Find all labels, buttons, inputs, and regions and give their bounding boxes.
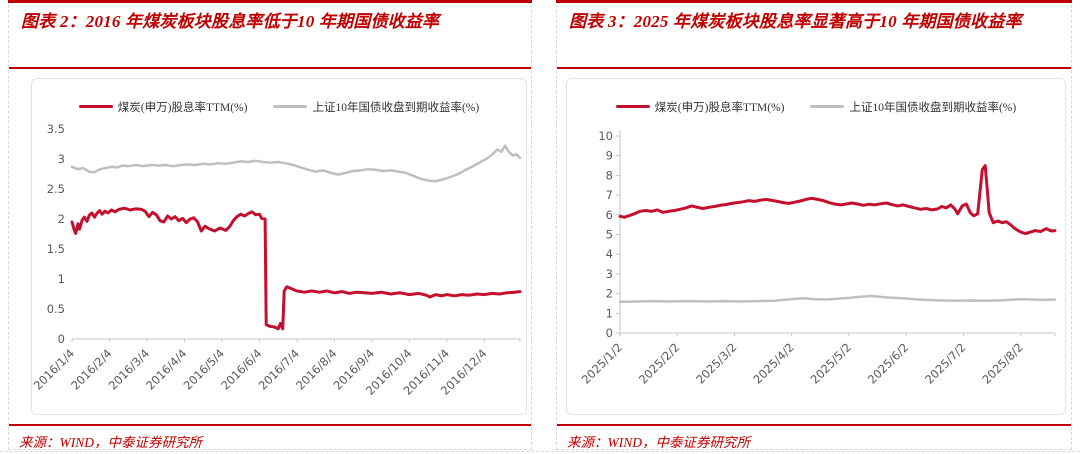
legend-label: 煤炭(申万)股息率TTM(%) (654, 101, 785, 114)
svg-text:7: 7 (606, 188, 613, 202)
figure-3-chart-card: 煤炭(申万)股息率TTM(%) 上证10年国债收盘到期收益率(%) 0 1 2 3 4 5… (566, 78, 1066, 415)
svg-text:1: 1 (606, 306, 613, 320)
svg-text:2025/1/2: 2025/1/2 (579, 340, 625, 386)
svg-text:0.5: 0.5 (47, 302, 65, 316)
red-line-swatch-icon (615, 105, 650, 108)
svg-text:4: 4 (606, 247, 613, 261)
figure-2-source: 来源：WIND，中泰证券研究所 (9, 424, 531, 451)
svg-text:2: 2 (606, 287, 613, 301)
figure-3-panel: 图表 3：2025 年煤炭板块股息率显著高于10 年期国债收益率 煤炭(申万)股… (556, 0, 1072, 450)
svg-text:2: 2 (58, 212, 65, 226)
figure-2-chart-card: 煤炭(申万)股息率TTM(%) 上证10年国债收盘到期收益率(%) 0 0.5 1 1… (31, 78, 527, 415)
svg-text:2025/6/2: 2025/6/2 (865, 340, 911, 386)
svg-text:1.5: 1.5 (47, 242, 65, 256)
svg-text:2025/8/2: 2025/8/2 (979, 340, 1025, 386)
svg-text:1: 1 (58, 272, 65, 286)
svg-text:3: 3 (58, 152, 65, 166)
svg-text:2025/5/2: 2025/5/2 (808, 340, 854, 386)
legend-item-treasury-yield: 上证10年国债收盘到期收益率(%) (810, 99, 1016, 115)
red-line-swatch-icon (78, 105, 113, 108)
panel-top-rule (556, 0, 1072, 3)
figure-2-legend: 煤炭(申万)股息率TTM(%) 上证10年国债收盘到期收益率(%) (32, 79, 526, 121)
svg-text:0: 0 (606, 326, 613, 340)
svg-text:2025/2/2: 2025/2/2 (636, 340, 682, 386)
svg-text:2025/7/2: 2025/7/2 (922, 340, 968, 386)
panel-top-rule (8, 0, 532, 3)
svg-text:3: 3 (606, 267, 613, 281)
gray-line-swatch-icon (273, 105, 308, 108)
figure-3-title: 图表 3：2025 年煤炭板块股息率显著高于10 年期国债收益率 (557, 3, 1071, 69)
figure-2-panel: 图表 2：2016 年煤炭板块股息率低于10 年期国债收益率 煤炭(申万)股息率… (8, 0, 532, 450)
svg-text:6: 6 (606, 208, 613, 222)
legend-label: 上证10年国债收盘到期收益率(%) (849, 101, 1017, 114)
svg-text:8: 8 (606, 168, 613, 182)
legend-item-dividend-yield: 煤炭(申万)股息率TTM(%) (615, 99, 785, 115)
figure-2-title: 图表 2：2016 年煤炭板块股息率低于10 年期国债收益率 (9, 3, 531, 69)
legend-item-dividend-yield: 煤炭(申万)股息率TTM(%) (78, 99, 248, 115)
table-row-divider (0, 451, 1080, 452)
figure-3-legend: 煤炭(申万)股息率TTM(%) 上证10年国债收盘到期收益率(%) (567, 79, 1065, 121)
figure-3-source: 来源：WIND，中泰证券研究所 (557, 424, 1071, 451)
legend-item-treasury-yield: 上证10年国债收盘到期收益率(%) (273, 99, 479, 115)
svg-text:9: 9 (606, 149, 613, 163)
svg-text:10: 10 (598, 129, 613, 143)
legend-label: 煤炭(申万)股息率TTM(%) (117, 101, 248, 114)
svg-text:3.5: 3.5 (47, 122, 65, 136)
svg-text:0: 0 (58, 332, 65, 346)
svg-text:5: 5 (606, 228, 613, 242)
gray-line-swatch-icon (810, 105, 845, 108)
svg-text:2.5: 2.5 (47, 182, 65, 196)
svg-text:2025/3/2: 2025/3/2 (693, 340, 739, 386)
legend-label: 上证10年国债收盘到期收益率(%) (312, 101, 480, 114)
figure-2-line-chart: 00.511.522.533.52016/1/42016/2/42016/3/4… (32, 122, 522, 398)
svg-text:2025/4/2: 2025/4/2 (750, 340, 796, 386)
